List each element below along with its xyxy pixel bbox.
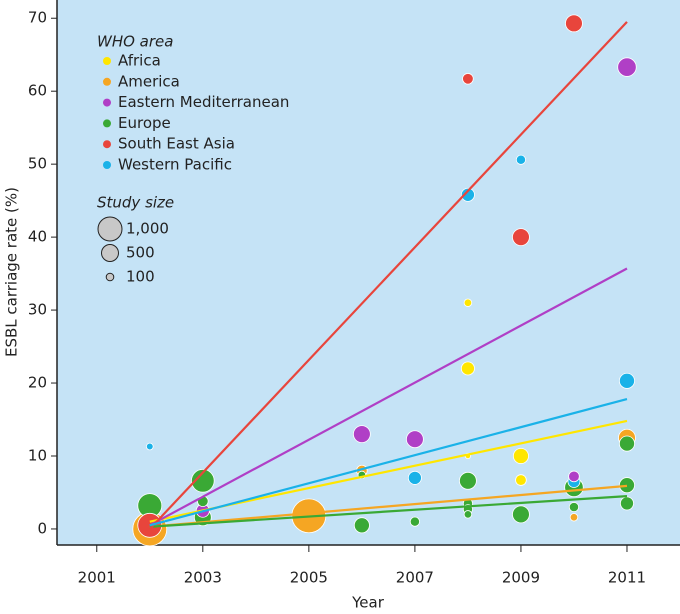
bubble — [620, 496, 634, 511]
bubble — [460, 361, 475, 376]
size-legend-marker — [97, 216, 123, 242]
legend-label: Eastern Mediterranean — [118, 93, 289, 111]
bubble — [191, 469, 215, 493]
bubble — [565, 14, 583, 33]
legend-label: South East Asia — [118, 135, 235, 153]
bubble — [512, 505, 530, 524]
y-tick-label: 10 — [28, 446, 47, 464]
legend-label: America — [118, 72, 180, 90]
legend-marker — [103, 161, 111, 169]
bubble — [463, 298, 473, 307]
x-tick-label: 2007 — [396, 569, 434, 587]
trend-line — [149, 484, 628, 528]
x-tick-label: 2001 — [78, 569, 116, 587]
size-legend-label: 100 — [126, 268, 155, 286]
legend-marker — [103, 98, 111, 107]
size-legend-title: Study size — [97, 194, 174, 212]
x-tick-label: 2009 — [502, 569, 540, 587]
bubble — [352, 425, 371, 443]
trend-line — [148, 21, 628, 530]
bubble — [515, 154, 526, 165]
bubble — [618, 477, 635, 494]
legend-marker — [103, 140, 111, 149]
legend-label: Africa — [118, 52, 161, 70]
bubble — [512, 448, 529, 464]
legend-marker — [103, 119, 111, 128]
size-legend-marker — [105, 272, 115, 282]
bubble — [406, 430, 424, 449]
bubble — [512, 228, 530, 247]
legend-title: WHO area — [97, 33, 173, 51]
size-legend-label: 1,000 — [126, 220, 169, 238]
y-axis-label: ESBL carriage rate (%) — [3, 187, 21, 357]
bubble — [569, 513, 579, 522]
bubble — [460, 187, 475, 202]
trend-line — [149, 495, 628, 528]
legend-marker — [103, 77, 111, 86]
bubble — [618, 435, 635, 452]
bubble — [568, 470, 580, 483]
y-tick-label: 0 — [37, 519, 47, 537]
bubble — [463, 510, 473, 519]
bubble — [462, 73, 474, 85]
bubble — [515, 474, 527, 486]
x-tick-label: 2011 — [608, 569, 646, 587]
bubble — [353, 517, 370, 534]
trend-line — [149, 398, 628, 527]
bubble — [407, 470, 422, 485]
y-tick-label: 30 — [28, 301, 47, 319]
y-tick-label: 50 — [28, 155, 47, 173]
trend-line — [149, 267, 628, 527]
x-tick-label: 2005 — [290, 569, 328, 587]
x-tick-label: 2003 — [184, 569, 222, 587]
y-tick-label: 70 — [28, 9, 47, 27]
y-tick-label: 60 — [28, 82, 47, 100]
legend-marker — [103, 57, 111, 65]
plot-background — [57, 0, 680, 545]
bubble — [617, 57, 637, 77]
bubble — [459, 471, 477, 490]
x-axis-label: Year — [351, 594, 385, 612]
bubble — [145, 442, 154, 451]
bubble — [409, 516, 420, 527]
size-legend-marker — [101, 244, 119, 262]
legend-label: Western Pacific — [118, 156, 232, 174]
legend-label: Europe — [118, 114, 171, 132]
y-tick-label: 20 — [28, 374, 47, 392]
bubble — [618, 372, 635, 389]
size-legend-label: 500 — [126, 244, 155, 262]
y-tick-label: 40 — [28, 228, 47, 246]
bubble — [568, 502, 580, 513]
